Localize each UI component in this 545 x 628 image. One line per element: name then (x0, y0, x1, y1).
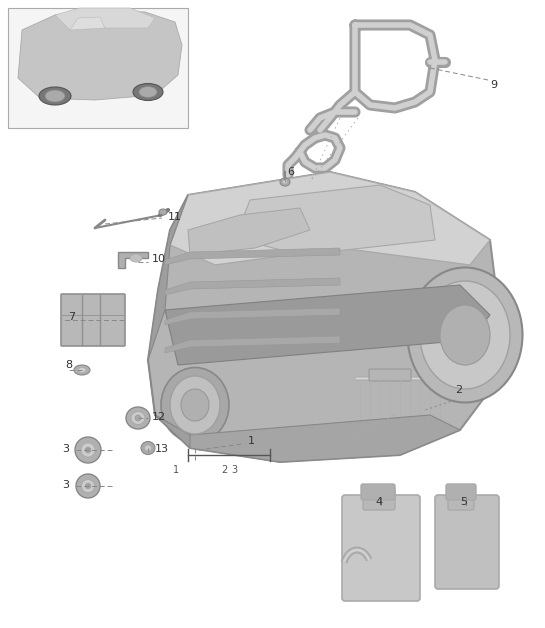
Ellipse shape (75, 437, 101, 463)
Ellipse shape (78, 367, 86, 372)
Text: 7: 7 (68, 312, 75, 322)
Ellipse shape (133, 84, 163, 100)
Text: 3: 3 (62, 480, 69, 490)
FancyBboxPatch shape (363, 488, 395, 510)
Polygon shape (235, 185, 435, 255)
Text: 6: 6 (287, 167, 294, 177)
Text: 11: 11 (168, 212, 182, 222)
Ellipse shape (159, 209, 167, 215)
Polygon shape (70, 17, 105, 30)
Ellipse shape (161, 367, 229, 443)
FancyBboxPatch shape (369, 369, 411, 381)
Text: 9: 9 (490, 80, 497, 90)
Polygon shape (165, 285, 490, 365)
Ellipse shape (440, 305, 490, 365)
FancyBboxPatch shape (353, 375, 452, 427)
Polygon shape (165, 308, 340, 325)
Ellipse shape (135, 415, 141, 421)
Text: 13: 13 (155, 444, 169, 454)
Ellipse shape (170, 376, 220, 434)
Text: 2: 2 (455, 385, 462, 395)
Text: 4: 4 (375, 497, 382, 507)
Ellipse shape (139, 87, 157, 97)
Text: 1: 1 (248, 436, 255, 446)
Ellipse shape (280, 178, 290, 186)
Polygon shape (18, 10, 182, 100)
Ellipse shape (130, 254, 142, 262)
FancyBboxPatch shape (435, 495, 499, 589)
Polygon shape (170, 172, 490, 265)
Text: 12: 12 (152, 412, 166, 422)
Ellipse shape (45, 90, 65, 102)
Text: 3: 3 (62, 444, 69, 454)
Ellipse shape (144, 445, 152, 451)
Ellipse shape (282, 180, 288, 184)
FancyBboxPatch shape (61, 294, 125, 346)
Text: 2: 2 (221, 465, 227, 475)
Ellipse shape (141, 441, 155, 455)
Ellipse shape (74, 365, 90, 375)
Ellipse shape (181, 389, 209, 421)
Text: 8: 8 (65, 360, 72, 370)
Ellipse shape (81, 443, 95, 457)
FancyBboxPatch shape (446, 484, 476, 500)
Polygon shape (165, 278, 340, 295)
Polygon shape (148, 195, 190, 448)
Ellipse shape (81, 479, 95, 492)
Ellipse shape (85, 447, 91, 453)
Polygon shape (155, 415, 460, 462)
FancyBboxPatch shape (342, 495, 420, 601)
Text: 1: 1 (173, 465, 179, 475)
FancyBboxPatch shape (361, 484, 395, 500)
Polygon shape (165, 248, 340, 265)
Ellipse shape (39, 87, 71, 105)
Polygon shape (188, 208, 310, 255)
Text: 3: 3 (231, 465, 237, 475)
Polygon shape (148, 172, 500, 462)
Ellipse shape (420, 281, 510, 389)
Ellipse shape (131, 411, 145, 425)
Ellipse shape (408, 268, 523, 403)
FancyBboxPatch shape (448, 490, 474, 510)
Polygon shape (355, 377, 462, 388)
Polygon shape (165, 336, 340, 353)
Ellipse shape (86, 484, 90, 489)
Polygon shape (118, 252, 148, 268)
Text: 5: 5 (460, 497, 467, 507)
Polygon shape (55, 8, 155, 30)
Ellipse shape (76, 474, 100, 498)
Ellipse shape (126, 407, 150, 429)
Text: 10: 10 (152, 254, 166, 264)
FancyBboxPatch shape (8, 8, 188, 128)
